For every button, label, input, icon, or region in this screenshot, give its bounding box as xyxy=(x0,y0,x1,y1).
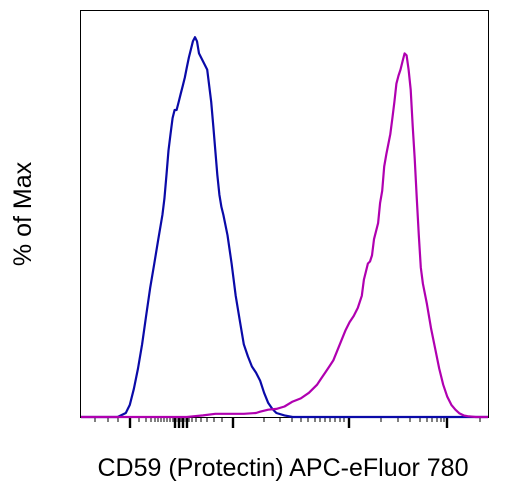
plot-frame xyxy=(80,10,489,418)
histogram-line-1 xyxy=(81,36,488,419)
histogram-line-2 xyxy=(81,52,488,419)
series-group xyxy=(81,36,488,419)
x-axis-label: CD59 (Protectin) APC-eFluor 780 xyxy=(98,454,469,482)
y-axis-label: % of Max xyxy=(9,161,37,266)
x-axis-ticks xyxy=(94,417,481,428)
